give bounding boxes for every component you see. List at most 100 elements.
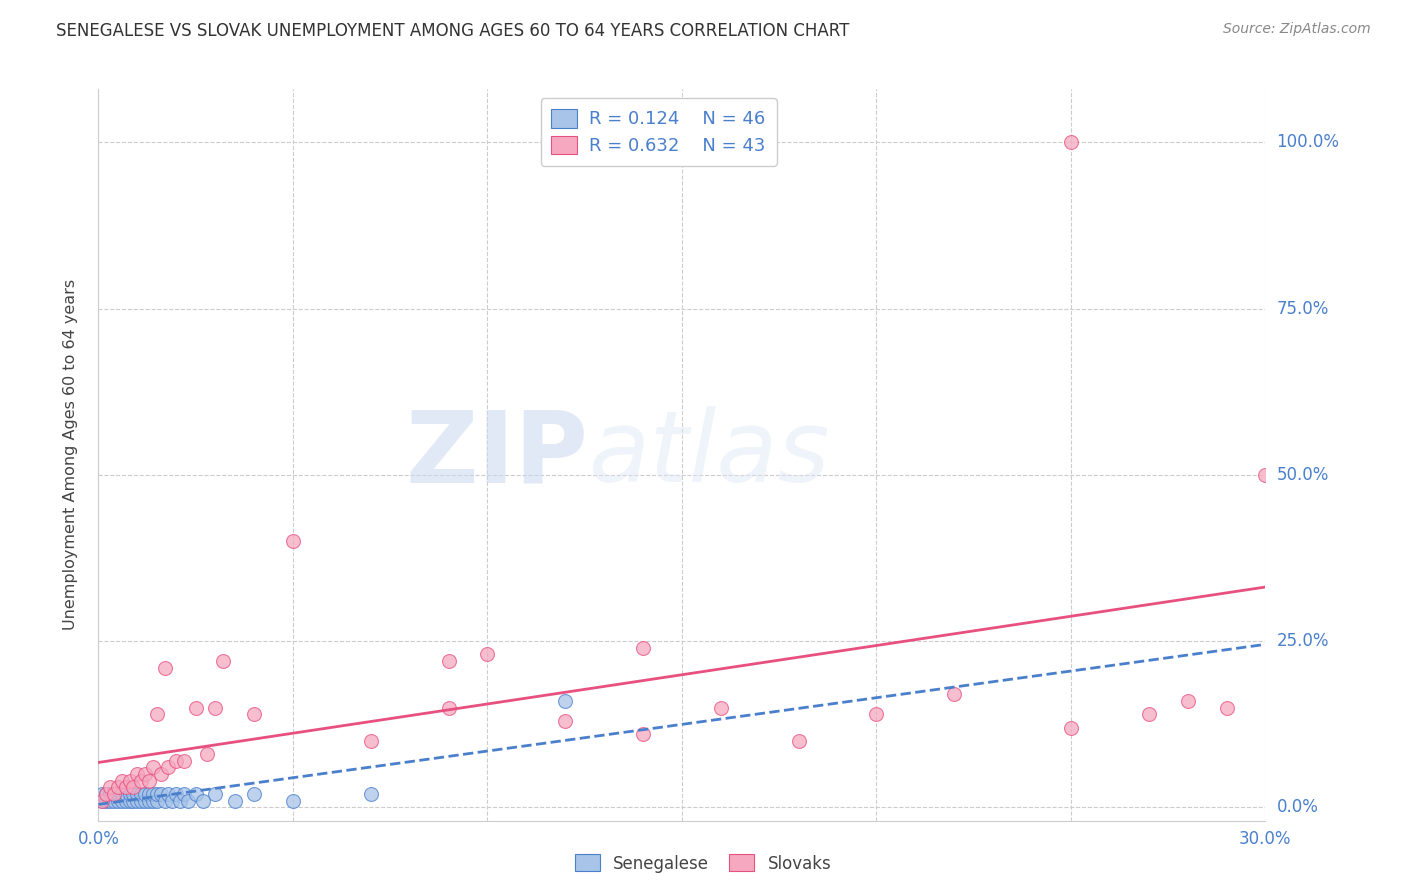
Point — [118, 773, 141, 788]
Point — [129, 787, 152, 801]
Point — [118, 787, 141, 801]
Point — [114, 794, 136, 808]
Point — [149, 767, 172, 781]
Point — [153, 661, 176, 675]
Point — [138, 787, 160, 801]
Point — [157, 787, 180, 801]
Point — [107, 787, 129, 801]
Point — [134, 767, 156, 781]
Point — [127, 787, 149, 801]
Point — [103, 794, 125, 808]
Point — [281, 534, 304, 549]
Point — [91, 787, 114, 801]
Point — [103, 787, 125, 801]
Point — [122, 780, 145, 795]
Text: SENEGALESE VS SLOVAK UNEMPLOYMENT AMONG AGES 60 TO 64 YEARS CORRELATION CHART: SENEGALESE VS SLOVAK UNEMPLOYMENT AMONG … — [56, 22, 849, 40]
Point — [477, 648, 499, 662]
Point — [134, 787, 156, 801]
Text: 100.0%: 100.0% — [1277, 134, 1340, 152]
Text: 0.0%: 0.0% — [1277, 798, 1319, 816]
Legend: Senegalese, Slovaks: Senegalese, Slovaks — [568, 847, 838, 880]
Point — [173, 787, 195, 801]
Point — [184, 787, 207, 801]
Point — [134, 794, 156, 808]
Point — [943, 687, 966, 701]
Point — [1177, 694, 1199, 708]
Point — [631, 640, 654, 655]
Point — [98, 787, 121, 801]
Point — [243, 707, 266, 722]
Point — [1060, 136, 1083, 150]
Point — [360, 787, 382, 801]
Point — [212, 654, 235, 668]
Point — [127, 794, 149, 808]
Point — [554, 694, 576, 708]
Point — [1215, 700, 1237, 714]
Point — [91, 794, 114, 808]
Text: ZIP: ZIP — [406, 407, 589, 503]
Point — [360, 734, 382, 748]
Point — [96, 794, 118, 808]
Text: 25.0%: 25.0% — [1277, 632, 1329, 650]
Point — [96, 787, 118, 801]
Point — [865, 707, 887, 722]
Point — [142, 794, 165, 808]
Text: atlas: atlas — [589, 407, 830, 503]
Point — [146, 787, 169, 801]
Point — [710, 700, 733, 714]
Text: Source: ZipAtlas.com: Source: ZipAtlas.com — [1223, 22, 1371, 37]
Point — [138, 773, 160, 788]
Point — [193, 794, 215, 808]
Point — [437, 654, 460, 668]
Point — [103, 787, 125, 801]
Point — [173, 754, 195, 768]
Point — [127, 767, 149, 781]
Point — [129, 773, 152, 788]
Point — [631, 727, 654, 741]
Point — [1060, 721, 1083, 735]
Point — [281, 794, 304, 808]
Text: 75.0%: 75.0% — [1277, 300, 1329, 318]
Legend: R = 0.124    N = 46, R = 0.632    N = 43: R = 0.124 N = 46, R = 0.632 N = 43 — [540, 98, 776, 166]
Y-axis label: Unemployment Among Ages 60 to 64 years: Unemployment Among Ages 60 to 64 years — [63, 279, 77, 631]
Point — [111, 773, 134, 788]
Point — [437, 700, 460, 714]
Point — [146, 707, 169, 722]
Point — [118, 794, 141, 808]
Point — [169, 794, 191, 808]
Point — [142, 787, 165, 801]
Point — [122, 794, 145, 808]
Point — [153, 794, 176, 808]
Point — [96, 787, 118, 801]
Point — [177, 794, 200, 808]
Point — [114, 787, 136, 801]
Text: 50.0%: 50.0% — [1277, 466, 1329, 483]
Point — [107, 780, 129, 795]
Point — [146, 794, 169, 808]
Point — [243, 787, 266, 801]
Point — [111, 794, 134, 808]
Point — [224, 794, 246, 808]
Point — [165, 754, 187, 768]
Point — [157, 760, 180, 774]
Point — [204, 787, 226, 801]
Point — [107, 794, 129, 808]
Point — [554, 714, 576, 728]
Point — [138, 794, 160, 808]
Point — [162, 794, 184, 808]
Point — [122, 787, 145, 801]
Point — [787, 734, 810, 748]
Point — [91, 794, 114, 808]
Point — [184, 700, 207, 714]
Point — [111, 787, 134, 801]
Point — [204, 700, 226, 714]
Point — [1137, 707, 1160, 722]
Point — [1254, 467, 1277, 482]
Point — [98, 780, 121, 795]
Point — [149, 787, 172, 801]
Point — [195, 747, 218, 761]
Point — [129, 794, 152, 808]
Point — [98, 794, 121, 808]
Point — [114, 780, 136, 795]
Point — [165, 787, 187, 801]
